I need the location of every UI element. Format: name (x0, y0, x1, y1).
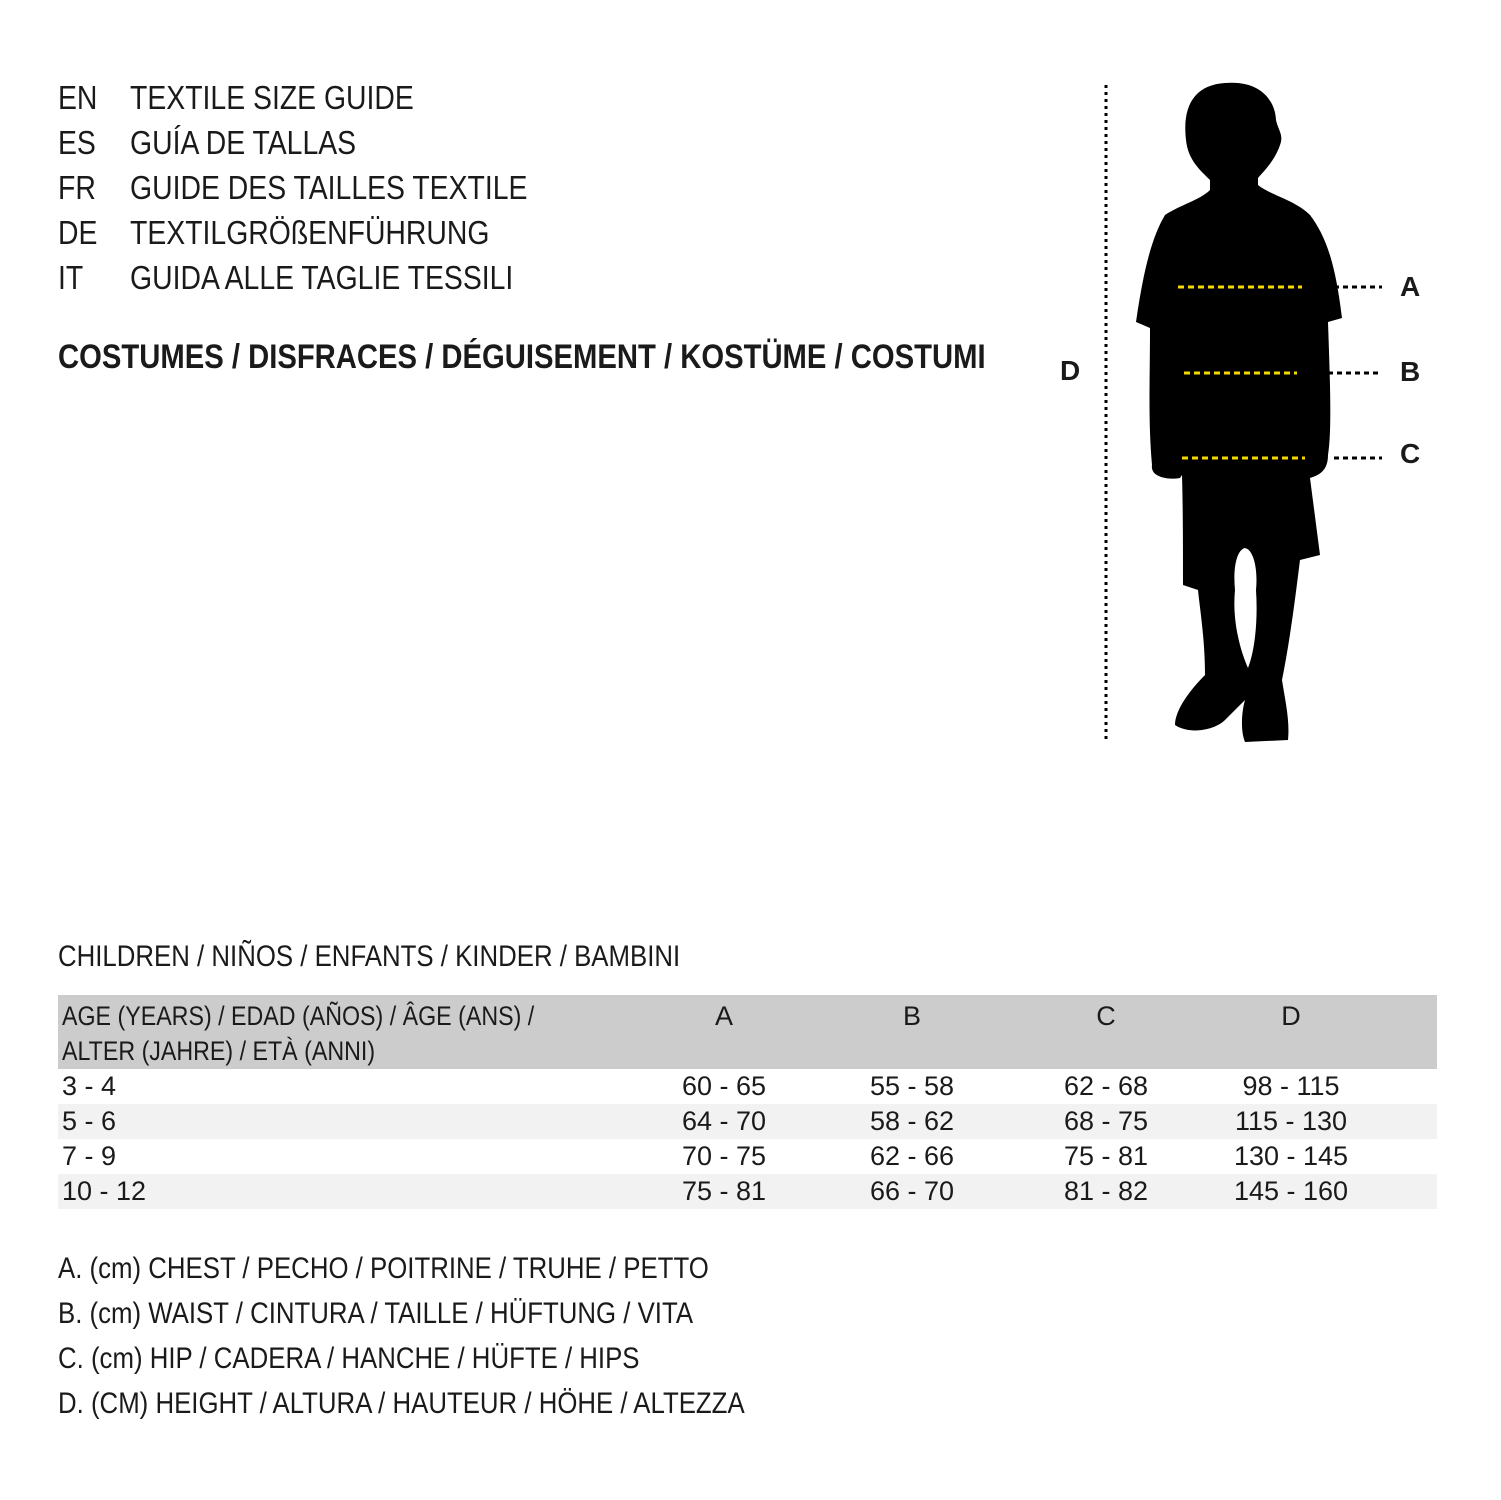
header-age-line2: ALTER (JAHRE) / ETÀ (ANNI) (62, 1036, 376, 1066)
table-row: 5 - 6 64 - 70 58 - 62 68 - 75 115 - 130 (58, 1104, 1437, 1139)
cell-age: 5 - 6 (62, 1106, 117, 1136)
header-spacer (1384, 995, 1437, 1069)
cell-a: 64 - 70 (681, 1106, 767, 1136)
header-b: B (902, 1001, 921, 1031)
cell-b: 62 - 66 (869, 1141, 955, 1171)
cell-d: 145 - 160 (1233, 1176, 1349, 1206)
lang-code: IT (58, 259, 84, 296)
cell-a: 75 - 81 (681, 1176, 767, 1206)
table-caption: CHILDREN / NIÑOS / ENFANTS / KINDER / BA… (58, 940, 781, 974)
legend-text: D. (CM) HEIGHT / ALTURA / HAUTEUR / HÖHE… (58, 1387, 745, 1420)
lang-code: FR (58, 169, 96, 206)
cell-spacer (1384, 1174, 1437, 1209)
header-a: A (714, 1001, 733, 1031)
cell-a: 60 - 65 (681, 1071, 767, 1101)
legend-item-chest: A. (cm) CHEST / PECHO / POITRINE / TRUHE… (58, 1250, 856, 1295)
table-header-row: AGE (YEARS) / EDAD (AÑOS) / ÂGE (ANS) / A… (58, 995, 1437, 1069)
measurement-legend: A. (cm) CHEST / PECHO / POITRINE / TRUHE… (58, 1250, 856, 1430)
cell-c: 68 - 75 (1063, 1106, 1149, 1136)
legend-text: B. (cm) WAIST / CINTURA / TAILLE / HÜFTU… (58, 1297, 694, 1330)
category-heading: COSTUMES / DISFRACES / DÉGUISEMENT / KOS… (58, 338, 1137, 377)
title-text: GUIDE DES TAILLES TEXTILE (130, 169, 528, 206)
label-b: B (1400, 356, 1421, 387)
title-text: TEXTILGRÖßENFÜHRUNG (130, 214, 490, 251)
cell-b: 55 - 58 (869, 1071, 955, 1101)
title-text: GUIDA ALLE TAGLIE TESSILI (130, 259, 514, 296)
cell-a: 70 - 75 (681, 1141, 767, 1171)
cell-spacer (1384, 1139, 1437, 1174)
header-c: C (1096, 1001, 1116, 1031)
table-row: 7 - 9 70 - 75 62 - 66 75 - 81 130 - 145 (58, 1139, 1437, 1174)
cell-c: 81 - 82 (1063, 1176, 1149, 1206)
cell-age: 10 - 12 (62, 1176, 147, 1206)
child-silhouette-figure (1104, 82, 1382, 742)
lang-code: EN (58, 79, 98, 116)
legend-item-hip: C. (cm) HIP / CADERA / HANCHE / HÜFTE / … (58, 1340, 856, 1385)
cell-d: 115 - 130 (1234, 1106, 1348, 1136)
title-text: GUÍA DE TALLAS (130, 124, 357, 161)
cell-c: 75 - 81 (1063, 1141, 1149, 1171)
legend-item-height: D. (CM) HEIGHT / ALTURA / HAUTEUR / HÖHE… (58, 1385, 856, 1430)
label-a: A (1400, 271, 1421, 302)
lang-code: DE (58, 214, 98, 251)
cell-d: 130 - 145 (1233, 1141, 1349, 1171)
cell-spacer (1384, 1069, 1437, 1104)
table-row: 10 - 12 75 - 81 66 - 70 81 - 82 145 - 160 (58, 1174, 1437, 1209)
header-age-line1: AGE (YEARS) / EDAD (AÑOS) / ÂGE (ANS) / (62, 1001, 535, 1031)
size-table: AGE (YEARS) / EDAD (AÑOS) / ÂGE (ANS) / A… (58, 995, 1437, 1209)
cell-age: 7 - 9 (62, 1141, 117, 1171)
lang-code: ES (58, 124, 96, 161)
cell-age: 3 - 4 (62, 1071, 117, 1101)
cell-d: 98 - 115 (1242, 1071, 1340, 1101)
category-text: COSTUMES / DISFRACES / DÉGUISEMENT / KOS… (58, 338, 986, 376)
label-d: D (1060, 355, 1081, 386)
legend-text: C. (cm) HIP / CADERA / HANCHE / HÜFTE / … (58, 1342, 640, 1375)
cell-c: 62 - 68 (1063, 1071, 1149, 1101)
title-text: TEXTILE SIZE GUIDE (130, 79, 414, 116)
caption-text: CHILDREN / NIÑOS / ENFANTS / KINDER / BA… (58, 940, 681, 973)
table-row: 3 - 4 60 - 65 55 - 58 62 - 68 98 - 115 (58, 1069, 1437, 1104)
header-d: D (1281, 1001, 1301, 1031)
cell-b: 66 - 70 (869, 1176, 955, 1206)
cell-spacer (1384, 1104, 1437, 1139)
legend-text: A. (cm) CHEST / PECHO / POITRINE / TRUHE… (58, 1252, 709, 1285)
legend-item-waist: B. (cm) WAIST / CINTURA / TAILLE / HÜFTU… (58, 1295, 856, 1340)
child-silhouette-icon (1136, 82, 1342, 742)
label-c: C (1400, 438, 1421, 469)
header-age: AGE (YEARS) / EDAD (AÑOS) / ÂGE (ANS) / A… (58, 995, 638, 1069)
cell-b: 58 - 62 (869, 1106, 955, 1136)
